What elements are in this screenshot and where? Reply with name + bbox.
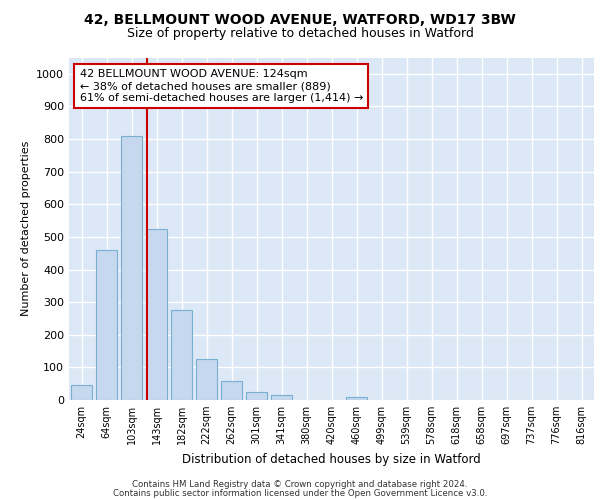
Bar: [171, 310, 192, 400]
X-axis label: Distribution of detached houses by size in Watford: Distribution of detached houses by size …: [182, 452, 481, 466]
Bar: [196, 359, 217, 400]
Y-axis label: Number of detached properties: Number of detached properties: [20, 141, 31, 316]
Text: 42, BELLMOUNT WOOD AVENUE, WATFORD, WD17 3BW: 42, BELLMOUNT WOOD AVENUE, WATFORD, WD17…: [84, 12, 516, 26]
Bar: [96, 250, 117, 400]
Text: 42 BELLMOUNT WOOD AVENUE: 124sqm
← 38% of detached houses are smaller (889)
61% : 42 BELLMOUNT WOOD AVENUE: 124sqm ← 38% o…: [79, 70, 363, 102]
Text: Contains HM Land Registry data © Crown copyright and database right 2024.: Contains HM Land Registry data © Crown c…: [132, 480, 468, 489]
Bar: [246, 392, 267, 400]
Bar: [121, 136, 142, 400]
Text: Contains public sector information licensed under the Open Government Licence v3: Contains public sector information licen…: [113, 488, 487, 498]
Text: Size of property relative to detached houses in Watford: Size of property relative to detached ho…: [127, 28, 473, 40]
Bar: [71, 384, 92, 400]
Bar: [271, 395, 292, 400]
Bar: [346, 396, 367, 400]
Bar: [221, 382, 242, 400]
Bar: [146, 229, 167, 400]
